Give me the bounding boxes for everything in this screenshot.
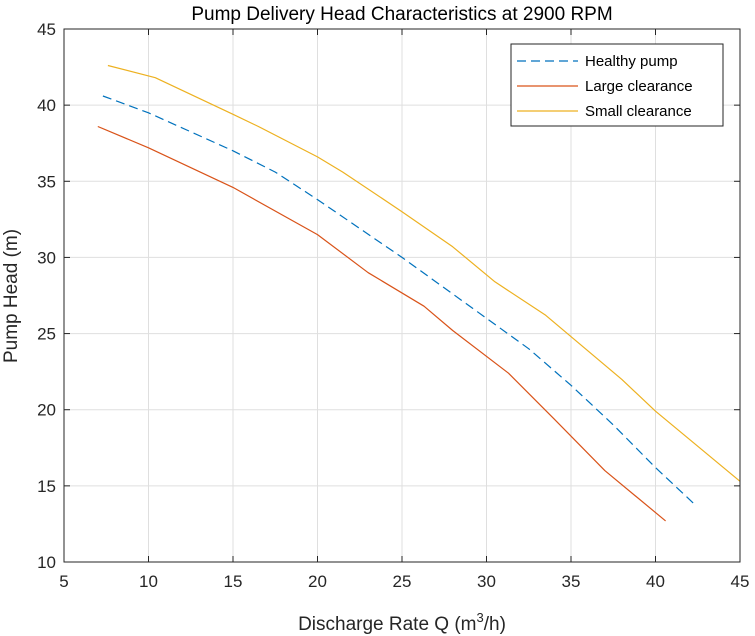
x-tick-label: 45	[731, 572, 750, 591]
x-axis-label-prefix: Discharge Rate Q (m	[298, 614, 476, 635]
legend-label-healthy-pump: Healthy pump	[585, 53, 678, 70]
x-tick-label: 35	[562, 572, 581, 591]
series-line-small-clearance	[107, 64, 741, 482]
x-axis-label-superscript: 3	[477, 610, 484, 625]
legend: Healthy pump Large clearance Small clearan…	[510, 43, 724, 127]
x-tick-label: 20	[308, 572, 327, 591]
legend-box	[510, 43, 724, 127]
y-tick-label: 45	[37, 20, 56, 39]
legend-label-large-clearance: Large clearance	[585, 78, 693, 95]
x-tick-label: 25	[393, 572, 412, 591]
legend-entries: Healthy pump Large clearance Small clearan…	[517, 53, 693, 120]
x-tick-label: 15	[224, 572, 243, 591]
y-tick-label: 10	[37, 553, 56, 572]
y-tick-label: 15	[37, 477, 56, 496]
x-tick-label: 30	[477, 572, 496, 591]
series-line-healthy-pump	[102, 95, 695, 505]
series-group	[97, 64, 741, 522]
y-tick-label: 25	[37, 325, 56, 344]
y-tick-label: 40	[37, 96, 56, 115]
x-axis-label: Discharge Rate Q (m3/h)	[298, 610, 506, 635]
y-axis-label: Pump Head (m)	[1, 229, 22, 363]
x-tick-label: 5	[59, 572, 68, 591]
legend-label-small-clearance: Small clearance	[585, 103, 692, 120]
x-tick-label: 40	[646, 572, 665, 591]
x-axis-label-suffix: /h)	[484, 614, 506, 635]
y-tick-label: 35	[37, 172, 56, 191]
y-tick-label: 30	[37, 248, 56, 267]
series-line-large-clearance	[97, 125, 666, 522]
x-tick-label: 10	[139, 572, 158, 591]
y-tick-label: 20	[37, 401, 56, 420]
chart-title: Pump Delivery Head Characteristics at 29…	[191, 4, 612, 25]
